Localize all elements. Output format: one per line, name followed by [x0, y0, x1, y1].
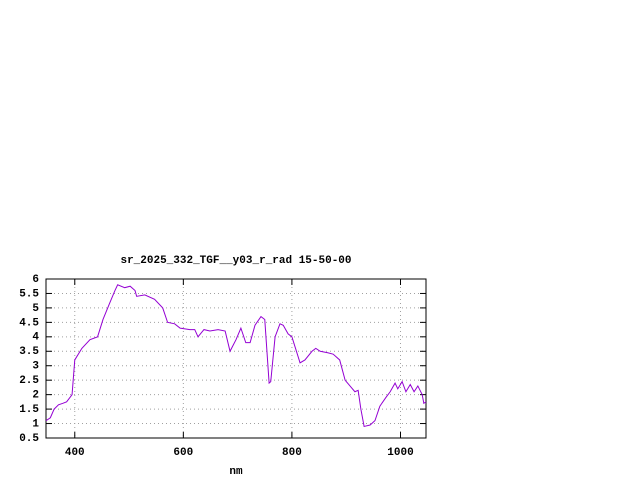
- y-tick-label: 5.5: [19, 288, 39, 300]
- x-tick-label: 400: [65, 447, 85, 459]
- x-axis-label: nm: [229, 466, 243, 478]
- y-tick-label: 3.5: [19, 346, 39, 358]
- chart-title: sr_2025_332_TGF__y03_r_rad 15-50-00: [120, 255, 351, 267]
- y-tick-label: 5: [32, 303, 39, 315]
- y-tick-label: 1.5: [19, 404, 39, 416]
- y-tick-label: 2.5: [19, 375, 39, 387]
- y-tick-label: 4.5: [19, 317, 39, 329]
- y-tick-label: 6: [32, 274, 39, 286]
- y-tick-label: 1: [32, 418, 39, 430]
- data-line: [45, 284, 427, 428]
- y-tick-label: 3: [32, 361, 39, 373]
- plot-frame: [45, 278, 427, 439]
- y-tick-label: 4: [32, 332, 39, 344]
- y-tick-label: 0.5: [19, 433, 39, 445]
- y-tick-label: 2: [32, 390, 39, 402]
- x-tick-label: 600: [173, 447, 193, 459]
- x-tick-label: 800: [282, 447, 302, 459]
- x-tick-label: 1000: [387, 447, 413, 459]
